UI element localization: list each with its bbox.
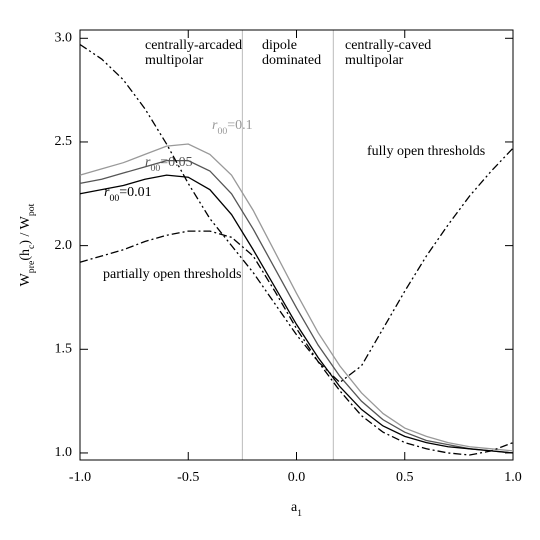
series-label: r00=0.05 <box>145 155 193 174</box>
region-label: multipolar <box>345 53 404 68</box>
text-part: c <box>26 244 37 249</box>
region-label: centrally-caved <box>345 38 431 53</box>
text-part: 00 <box>150 163 160 174</box>
y-tick-label: 1.5 <box>55 342 73 357</box>
series-label: r00=0.1 <box>212 118 253 137</box>
text-part: W <box>18 272 33 286</box>
x-tick-label: -0.5 <box>177 470 199 485</box>
x-tick-label: 0.5 <box>396 470 414 485</box>
text-part: 1 <box>297 508 302 519</box>
text-part: r <box>145 155 151 170</box>
text-part: =0.01 <box>119 185 151 200</box>
y-tick-label: 2.5 <box>55 134 73 149</box>
series-line <box>79 43 514 384</box>
text-part: ) / W <box>18 215 33 244</box>
text-part: =0.1 <box>227 118 252 133</box>
text-part: 00 <box>109 193 119 204</box>
series-line <box>79 159 514 454</box>
region-label: dipole <box>262 38 297 53</box>
text-part: fully open thresholds <box>367 144 485 159</box>
series-line <box>79 174 514 454</box>
text-part: partially open thresholds <box>103 267 241 282</box>
series-line <box>79 230 514 456</box>
series-label: fully open thresholds <box>367 144 485 159</box>
text-part: r <box>104 185 110 200</box>
y-tick-label: 2.0 <box>55 238 73 253</box>
series-label: partially open thresholds <box>103 267 241 282</box>
x-tick-label: 1.0 <box>504 470 522 485</box>
y-tick-label: 3.0 <box>55 31 73 46</box>
x-tick-label: 0.0 <box>288 470 306 485</box>
x-axis-label: a1 <box>291 500 302 519</box>
text-part: pot <box>26 203 37 216</box>
plot-frame <box>79 29 514 461</box>
text-part: a <box>291 500 298 515</box>
text-part: (h <box>18 249 33 261</box>
y-tick-label: 1.0 <box>55 445 73 460</box>
text-part: 00 <box>217 126 227 137</box>
y-axis-label: Wpre(hc) / Wpot <box>18 203 37 286</box>
text-part: pre <box>26 260 37 273</box>
region-label: dominated <box>262 53 321 68</box>
series-label: r00=0.01 <box>104 185 152 204</box>
x-tick-label: -1.0 <box>69 470 91 485</box>
series-line <box>79 143 514 452</box>
text-part: r <box>212 118 218 133</box>
region-label: multipolar <box>145 53 204 68</box>
region-label: centrally-arcaded <box>145 38 242 53</box>
